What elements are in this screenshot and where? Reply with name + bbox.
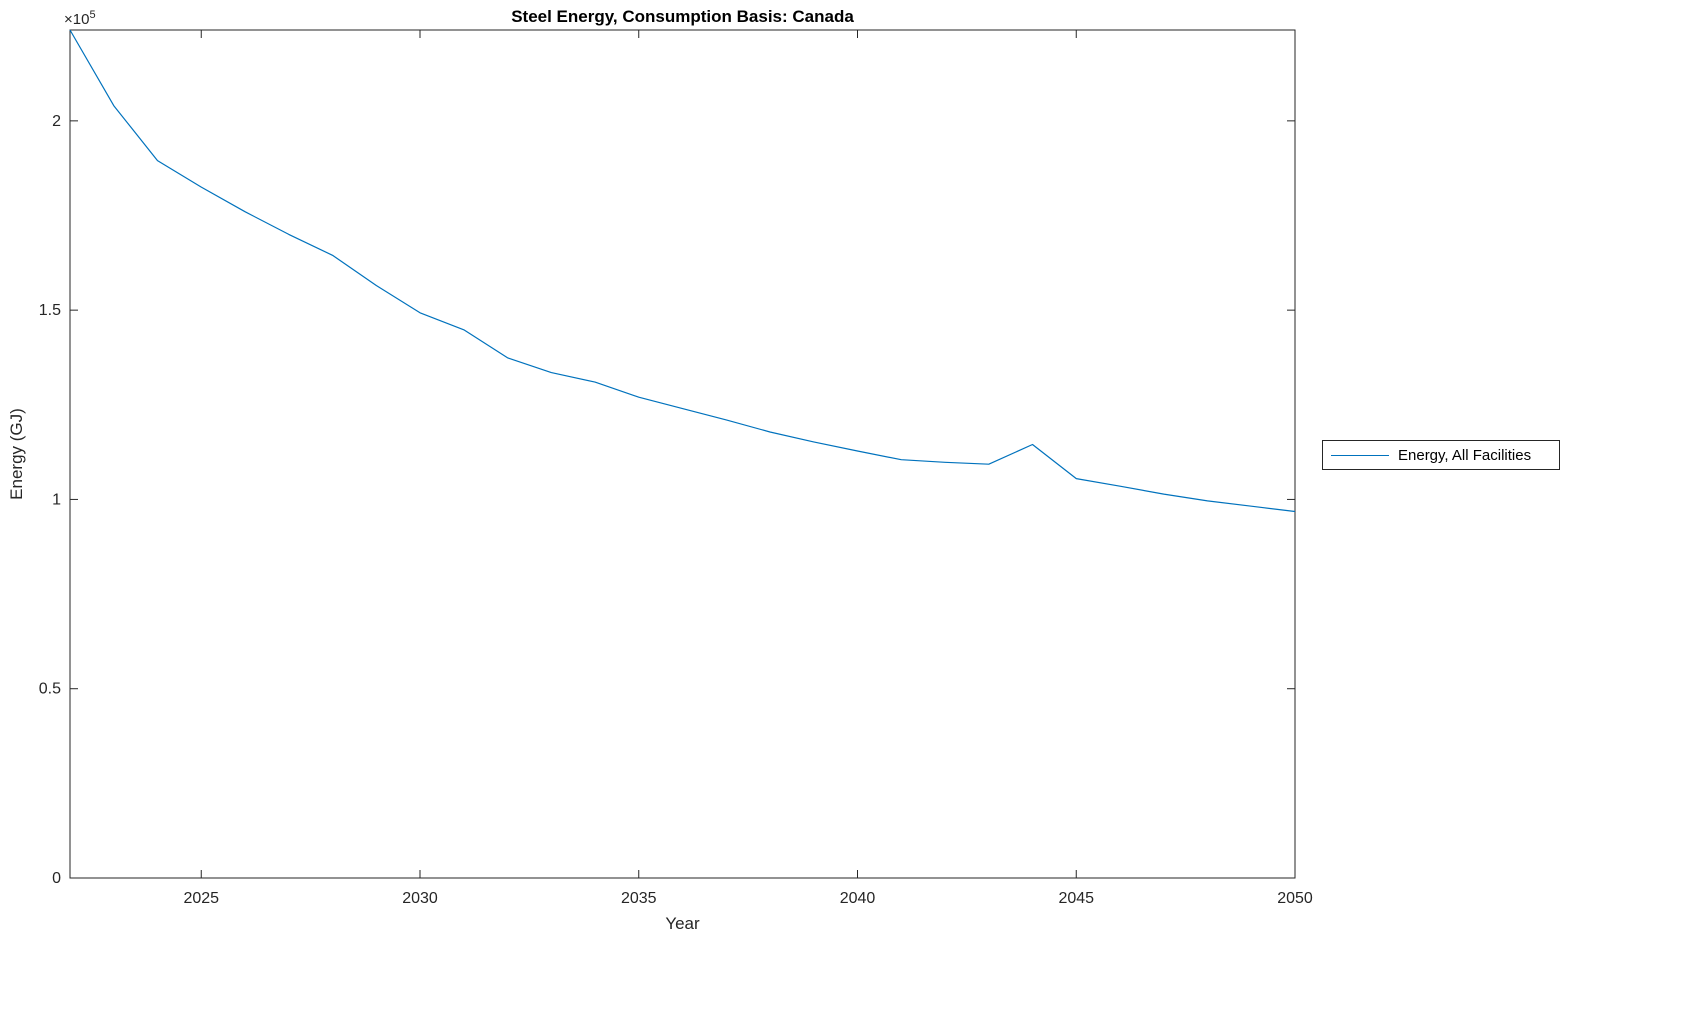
data-line-energy-all-facilities: [69, 29, 1296, 513]
y-axis-exponent-base: ×10: [64, 11, 90, 28]
plot-box: [69, 29, 1296, 879]
y-tick-label: 0: [52, 870, 61, 887]
y-tick-label: 2: [52, 113, 61, 130]
chart-title: Steel Energy, Consumption Basis: Canada: [511, 7, 854, 26]
legend-label: Energy, All Facilities: [1398, 446, 1532, 464]
y-axis-exponent-power: 5: [89, 9, 96, 21]
y-tick-label: 1.5: [39, 302, 61, 319]
x-tick-label: 2035: [621, 890, 657, 907]
y-tick-label: 1: [52, 491, 61, 508]
x-tick-label: 2030: [402, 890, 438, 907]
x-tick-label: 2045: [1058, 890, 1094, 907]
y-tick-label: 0.5: [39, 681, 61, 698]
x-tick-label: 2040: [840, 890, 876, 907]
legend-line-sample: [1331, 454, 1389, 456]
x-axis-label: Year: [665, 914, 700, 933]
y-axis-label: Energy (GJ): [7, 408, 26, 500]
y-axis-exponent: ×105: [64, 9, 96, 28]
x-tick-label: 2050: [1277, 890, 1313, 907]
x-tick-label: 2025: [183, 890, 219, 907]
legend-box: Energy, All Facilities: [1322, 440, 1560, 470]
